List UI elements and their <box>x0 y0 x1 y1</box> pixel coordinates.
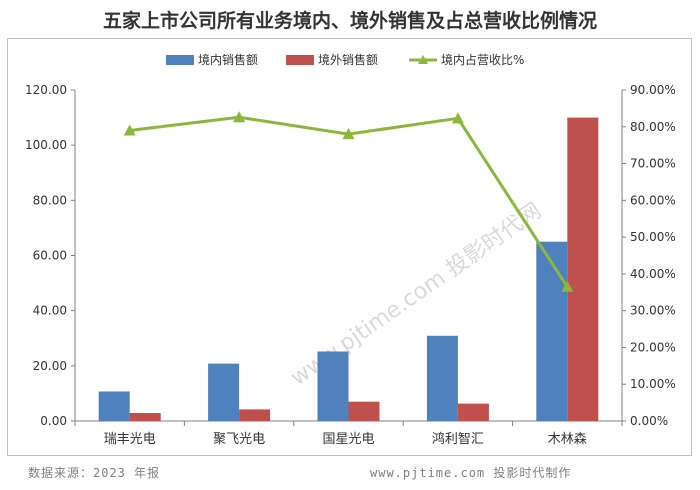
domestic-ratio-line <box>129 115 569 288</box>
domestic-sales-bar <box>208 363 240 421</box>
right-y-tick-label: 70.00% <box>630 157 676 171</box>
domestic-ratio-marker <box>561 280 574 292</box>
domestic-sales-bar <box>426 335 458 421</box>
left-y-tick-label: 80.00 <box>33 193 67 207</box>
domestic-ratio-marker <box>123 124 136 136</box>
left-y-tick-label: 100.00 <box>25 138 67 152</box>
right-y-tick-label: 10.00% <box>630 377 676 391</box>
x-category-label: 鸿利智汇 <box>432 431 484 447</box>
overseas-sales-bar <box>457 403 489 421</box>
domestic-ratio-marker <box>342 128 355 140</box>
legend-domestic-ratio-label: 境内占营收比% <box>441 52 524 67</box>
domestic-sales-bar <box>98 391 130 421</box>
right-y-tick-label: 90.00% <box>630 83 676 97</box>
right-y-tick-label: 50.00% <box>630 230 676 244</box>
overseas-sales-bar <box>239 409 271 421</box>
domestic-sales-bar <box>536 241 568 421</box>
right-y-tick-label: 20.00% <box>630 340 676 354</box>
legend-domestic-sales-label: 境内销售额 <box>198 52 258 67</box>
x-category-label: 聚飞光电 <box>213 432 265 447</box>
left-y-tick-label: 0.00 <box>40 414 67 428</box>
right-y-tick-label: 30.00% <box>630 304 676 318</box>
domestic-ratio-marker <box>451 112 464 124</box>
right-y-tick-label: 0.00% <box>630 414 668 428</box>
right-y-tick-label: 40.00% <box>630 267 676 281</box>
left-y-tick-label: 60.00 <box>33 249 67 263</box>
chart-frame <box>7 38 692 456</box>
legend-overseas-sales-swatch <box>286 55 314 65</box>
x-category-label: 国星光电 <box>322 432 374 447</box>
legend-overseas-sales-label: 境外销售额 <box>318 52 378 67</box>
legend-domestic-ratio-marker <box>418 55 428 64</box>
domestic-ratio-marker <box>233 111 246 123</box>
x-category-label: 瑞丰光电 <box>104 432 156 447</box>
left-y-tick-label: 120.00 <box>25 83 67 97</box>
left-y-tick-label: 20.00 <box>33 359 67 373</box>
data-source-note: 数据来源：2023 年报 <box>28 466 161 480</box>
x-category-label: 木林森 <box>548 432 587 447</box>
left-y-tick-label: 40.00 <box>33 304 67 318</box>
credit-note: www.pjtime.com 投影时代制作 <box>370 466 572 480</box>
right-y-tick-label: 60.00% <box>630 193 676 207</box>
overseas-sales-bar <box>567 117 599 421</box>
right-y-tick-label: 80.00% <box>630 120 676 134</box>
legend-domestic-sales-swatch <box>166 55 194 65</box>
overseas-sales-bar <box>348 401 380 421</box>
overseas-sales-bar <box>129 413 161 421</box>
domestic-sales-bar <box>317 351 349 421</box>
chart-title: 五家上市公司所有业务境内、境外销售及占总营收比例情况 <box>102 10 597 32</box>
